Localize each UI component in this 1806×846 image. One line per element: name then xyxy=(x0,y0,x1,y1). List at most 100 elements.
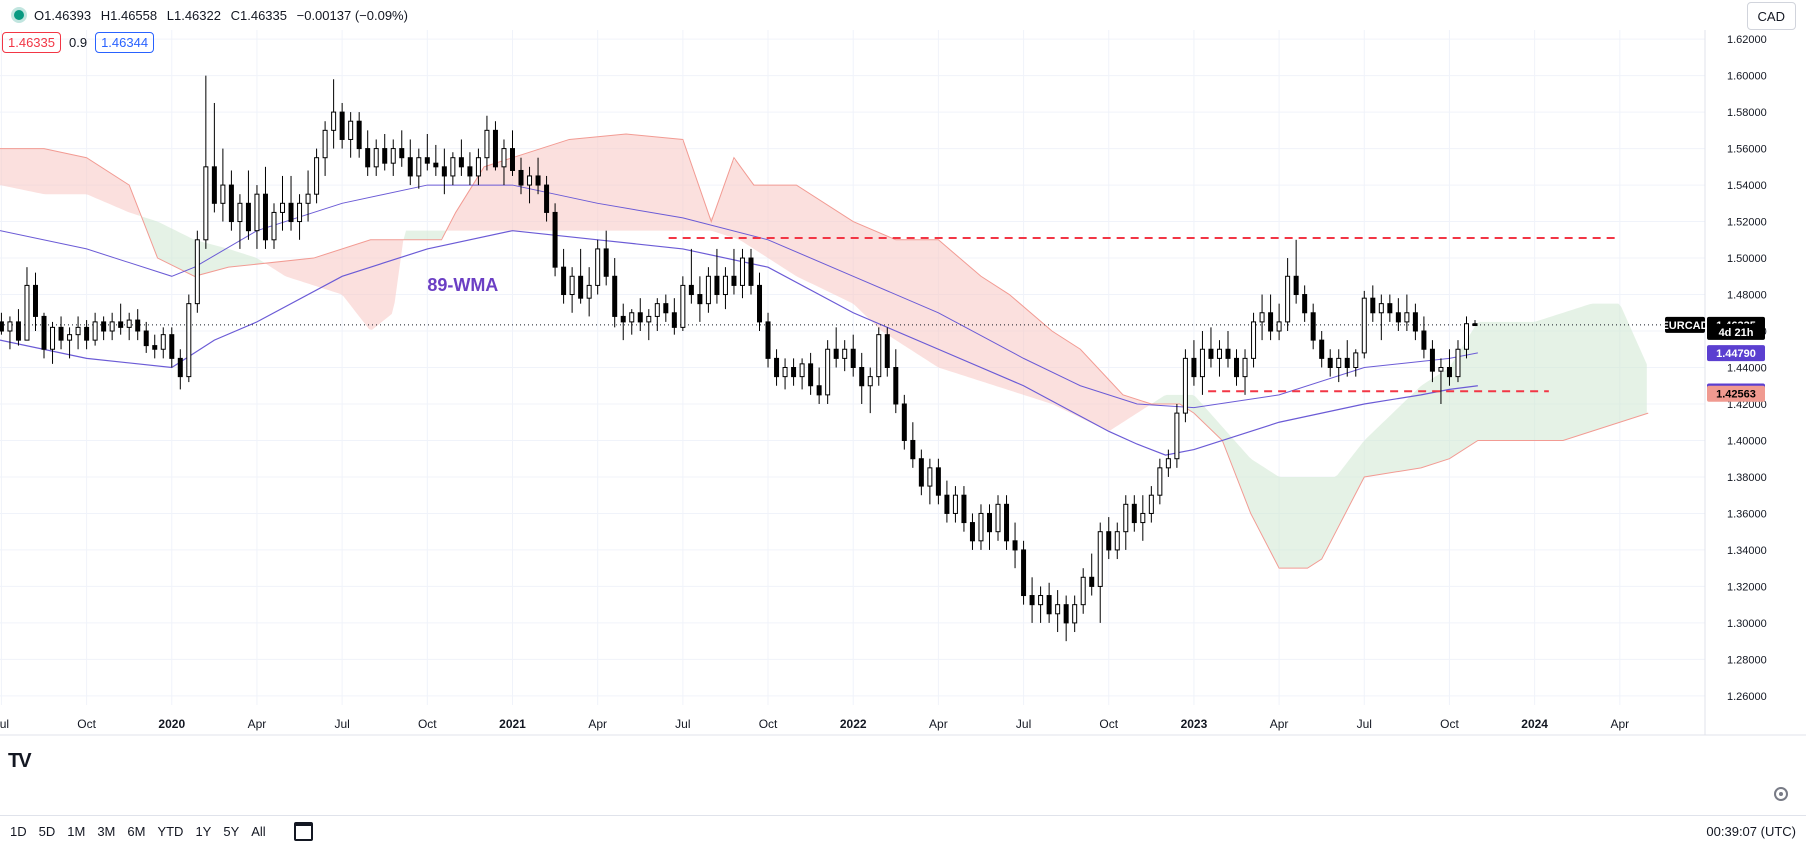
candle-body xyxy=(0,321,4,332)
candle-body xyxy=(952,494,958,514)
candle-body xyxy=(305,193,311,204)
range-ytd-button[interactable]: YTD xyxy=(157,823,184,839)
candle xyxy=(254,185,260,249)
candle xyxy=(169,327,175,368)
candle xyxy=(271,203,277,249)
candle xyxy=(416,148,422,189)
candle xyxy=(237,194,243,249)
range-5d-button[interactable]: 5D xyxy=(38,823,56,839)
range-5y-button[interactable]: 5Y xyxy=(223,823,240,839)
x-tick-label: Oct xyxy=(1099,717,1118,731)
calendar-icon[interactable] xyxy=(293,821,313,841)
candle-body xyxy=(1395,312,1401,323)
candle-body xyxy=(757,284,763,323)
candle xyxy=(944,480,950,523)
candle xyxy=(705,267,711,313)
candle xyxy=(1208,327,1214,368)
range-1y-button[interactable]: 1Y xyxy=(195,823,212,839)
candle-body xyxy=(1378,303,1384,314)
candle-body xyxy=(1327,357,1333,369)
candle xyxy=(458,139,464,176)
candle-body xyxy=(1216,348,1222,359)
candle xyxy=(1174,403,1180,468)
candle xyxy=(84,320,90,350)
sell-price-button[interactable]: 1.46335 xyxy=(2,32,61,53)
candle-body xyxy=(262,193,268,241)
candle xyxy=(441,148,447,195)
candle xyxy=(126,312,132,341)
candle xyxy=(1089,553,1095,596)
cloud-span-a xyxy=(0,133,1649,569)
range-6m-button[interactable]: 6M xyxy=(127,823,146,839)
candle xyxy=(833,327,839,368)
candle xyxy=(850,334,856,377)
candle-body xyxy=(254,193,260,232)
candle-body xyxy=(927,467,933,487)
cloud-bearish xyxy=(264,239,404,330)
range-1d-button[interactable]: 1D xyxy=(10,823,27,839)
candle xyxy=(961,486,967,532)
candle xyxy=(986,504,992,550)
y-tick-label: 1.32000 xyxy=(1727,581,1767,593)
range-all-button[interactable]: All xyxy=(251,823,266,839)
candle-body xyxy=(1004,503,1010,542)
tradingview-logo-icon[interactable]: TV xyxy=(8,750,32,772)
y-tick-label: 1.44000 xyxy=(1727,363,1767,375)
candle-body xyxy=(1123,503,1129,533)
y-tick-label: 1.58000 xyxy=(1727,107,1767,119)
x-tick-label: Apr xyxy=(1610,717,1629,731)
candle-body xyxy=(586,284,592,299)
y-tick-label: 1.50000 xyxy=(1727,253,1767,265)
candle-body xyxy=(152,345,158,350)
cloud-bullish xyxy=(1149,303,1647,569)
price-label-text: 1.42563 xyxy=(1716,389,1756,401)
candle xyxy=(1319,331,1325,368)
candle-body xyxy=(1353,352,1359,368)
candle xyxy=(1216,340,1222,377)
candle xyxy=(714,248,720,304)
candle xyxy=(1038,586,1044,623)
candle xyxy=(492,121,498,171)
candle xyxy=(220,148,226,222)
buy-price-button[interactable]: 1.46344 xyxy=(95,32,155,53)
candle xyxy=(314,148,320,204)
candle xyxy=(92,312,98,346)
candle-body xyxy=(961,494,967,524)
range-3m-button[interactable]: 3M xyxy=(97,823,116,839)
candle xyxy=(646,309,652,341)
cloud-bullish xyxy=(403,230,446,241)
x-tick-label: Apr xyxy=(1270,717,1289,731)
candle-body xyxy=(774,357,780,378)
y-tick-label: 1.52000 xyxy=(1727,217,1767,229)
candle xyxy=(228,170,234,231)
candle-body xyxy=(1336,357,1342,369)
candle xyxy=(1012,522,1018,569)
price-label-text: 1.44790 xyxy=(1716,348,1756,360)
candle-body xyxy=(1012,540,1018,551)
candle-body xyxy=(569,275,575,296)
candle xyxy=(1285,258,1291,332)
candle xyxy=(1165,449,1171,477)
candle xyxy=(620,303,626,341)
settings-gear-icon[interactable] xyxy=(1774,787,1788,801)
candle-body xyxy=(399,148,405,159)
candle-body xyxy=(169,334,175,359)
candle-body xyxy=(484,129,490,159)
candle xyxy=(1438,358,1444,404)
candle xyxy=(586,267,592,317)
candle xyxy=(697,276,703,322)
candle xyxy=(143,321,149,353)
candle xyxy=(765,312,771,368)
candle xyxy=(1123,495,1129,550)
candle-body xyxy=(1046,595,1052,615)
candle xyxy=(1387,294,1393,322)
candle-body xyxy=(748,257,754,286)
candle xyxy=(160,327,166,359)
x-tick-label: 2022 xyxy=(840,717,867,731)
y-tick-label: 1.28000 xyxy=(1727,654,1767,666)
candle-body xyxy=(825,348,831,396)
range-1m-button[interactable]: 1M xyxy=(67,823,86,839)
currency-button[interactable]: CAD xyxy=(1746,2,1796,30)
candle-body xyxy=(1148,494,1154,514)
